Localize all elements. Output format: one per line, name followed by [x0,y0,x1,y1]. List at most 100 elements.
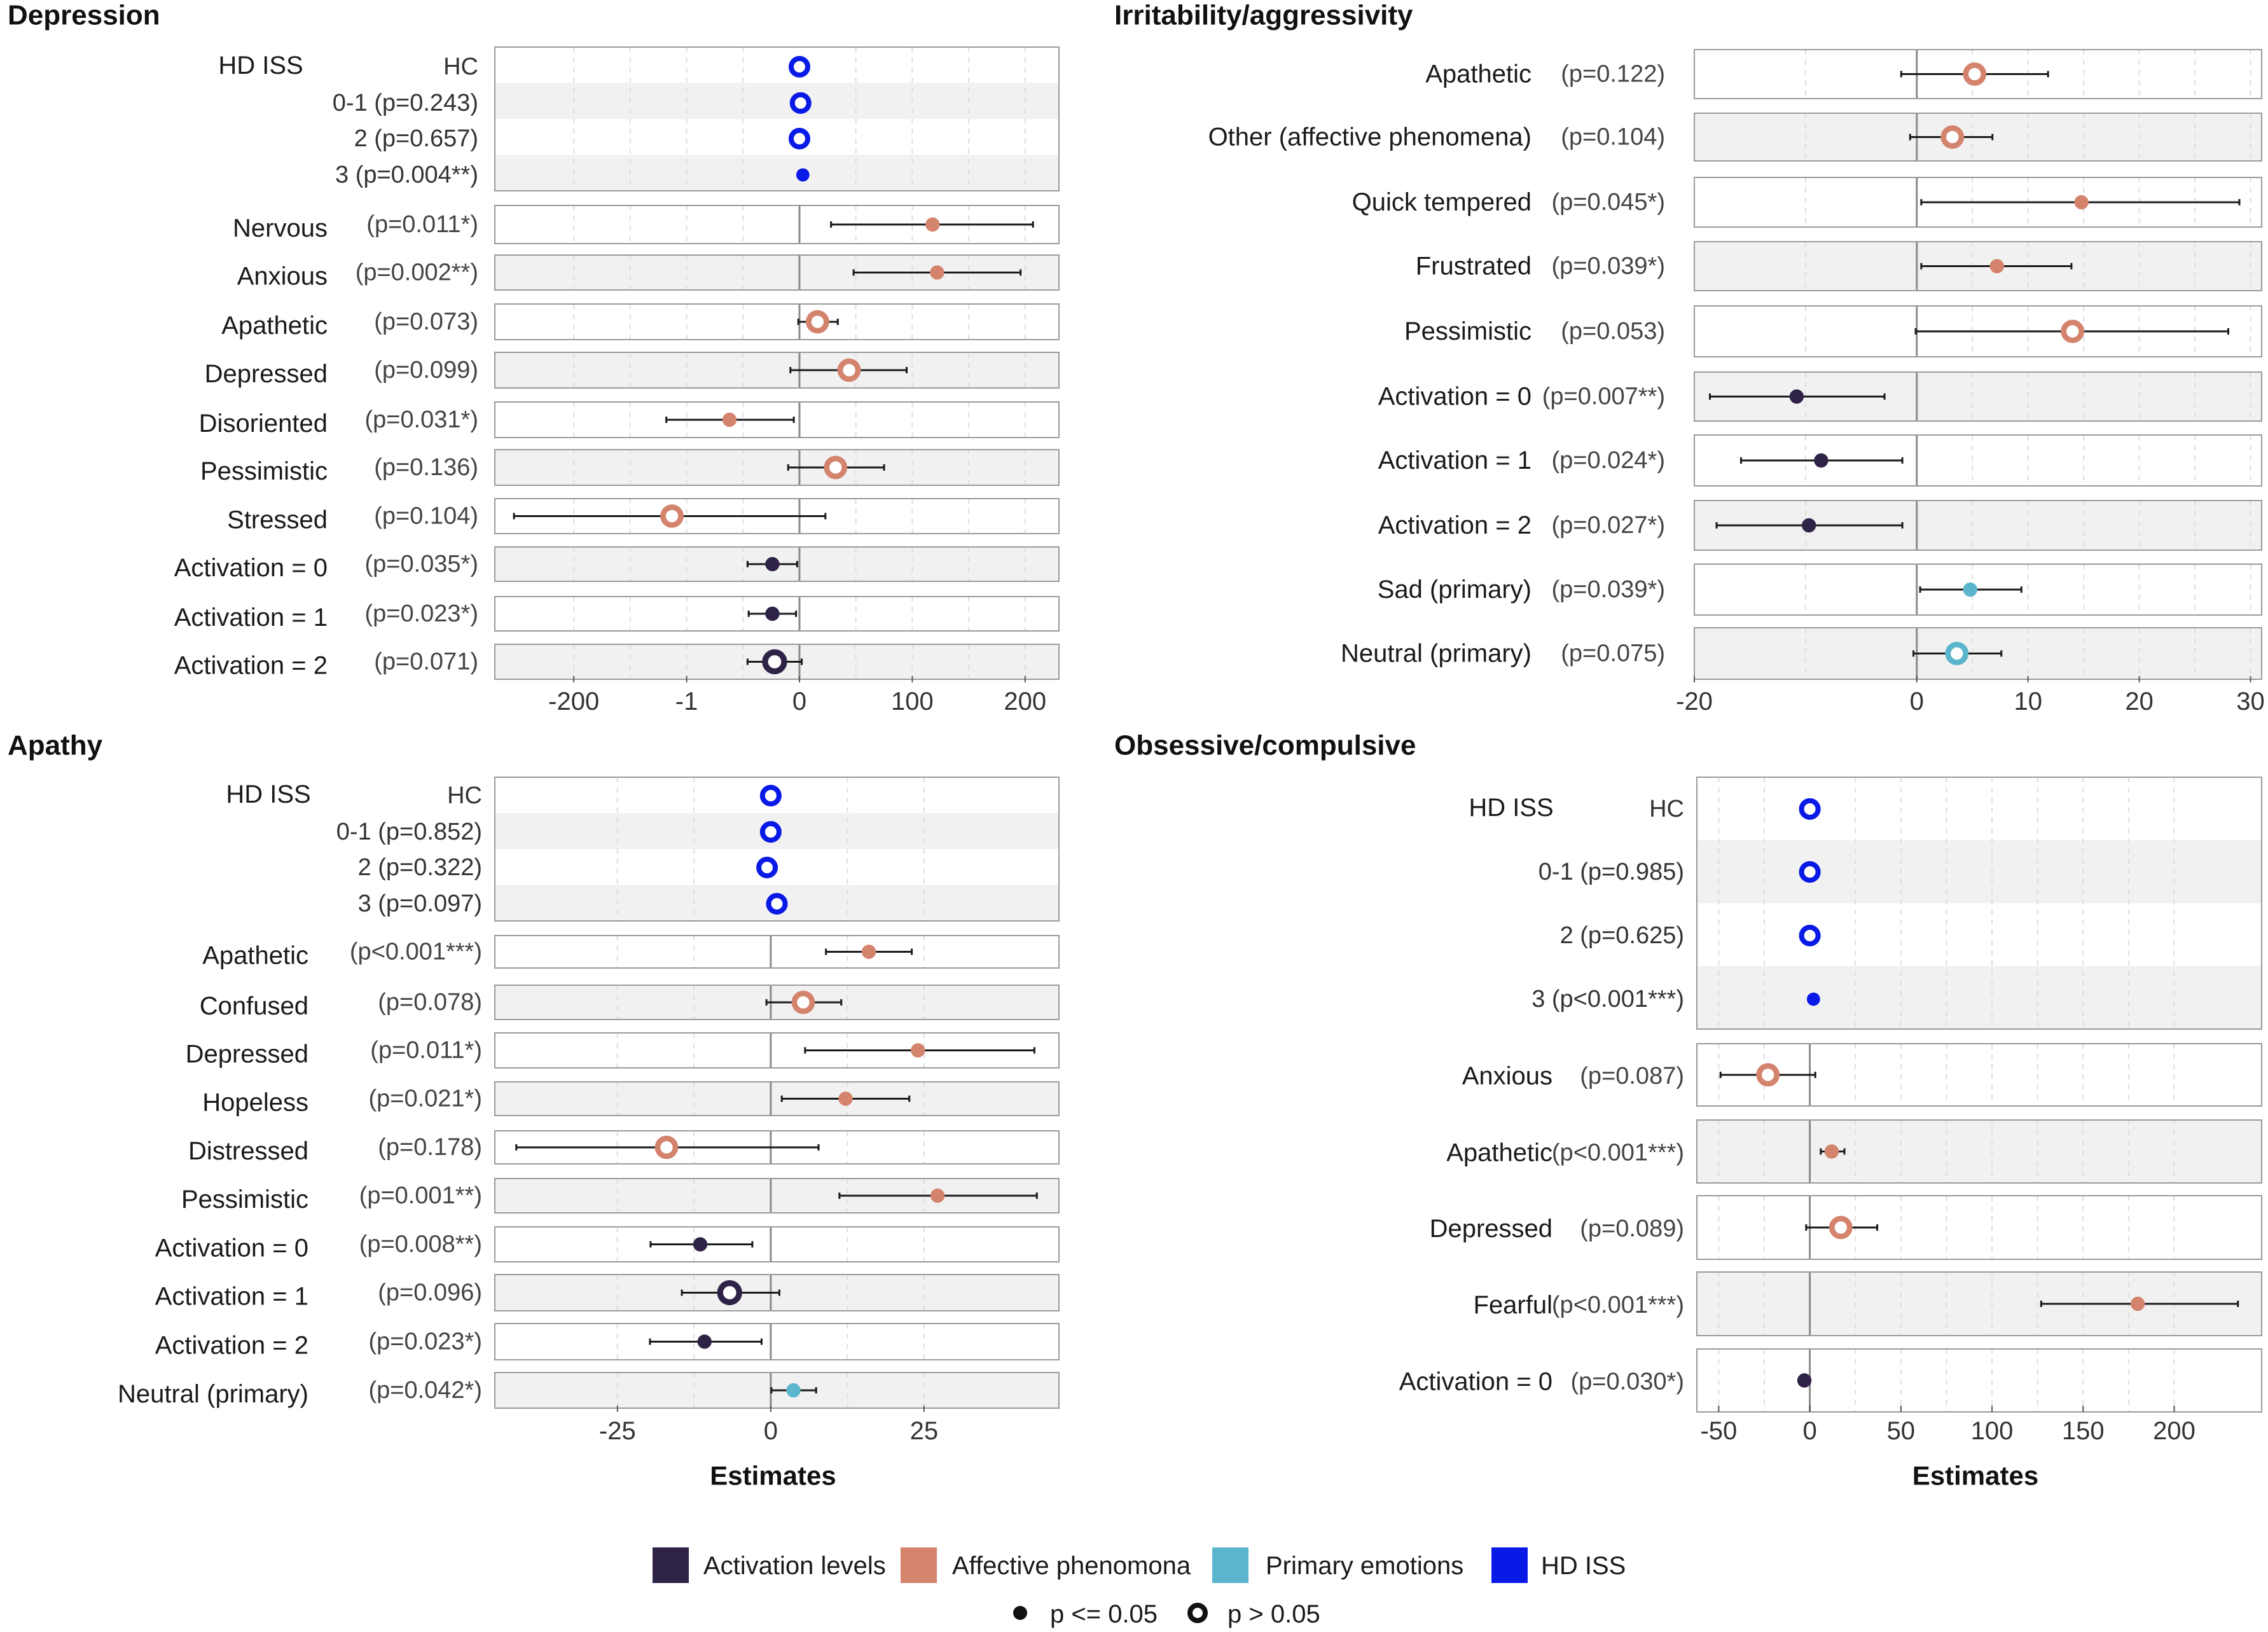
estimate-point [1989,259,2004,273]
row-label: Apathetic [1446,1139,1552,1167]
hd-stripe [495,83,1059,119]
row-pvalue: (p=0.039*) [1551,253,1665,280]
estimate-point [791,990,815,1014]
x-tick-label: 50 [1887,1417,1916,1445]
estimate-point [1756,1063,1780,1087]
hd-row-label: 3 (p=0.097) [358,890,482,917]
estimate-point [925,217,940,232]
estimate-point [1963,582,1977,597]
x-tick-label: 100 [891,688,934,716]
row-box-border [494,303,1060,340]
hd-stripe [495,155,1059,191]
panel-obsessive-compulsive: Obsessive/compulsive HD ISS HC 0-1 (p=0.985… [1114,730,2262,1491]
x-tick-label: 100 [1971,1417,2014,1445]
hd-row-label: 3 (p=0.004**) [335,162,478,188]
row-box-border [494,1081,1060,1116]
row-box-border [1696,1195,2262,1260]
x-tick-label: 0 [764,1417,778,1445]
row-label: Anxious [237,263,328,291]
estimate-point [654,1135,679,1159]
row-box-border [1694,371,2262,422]
row-pvalue: (p=0.053) [1561,318,1665,345]
row-pvalue: (p=0.042*) [368,1377,482,1404]
estimate-point [693,1237,708,1252]
hd-group-label: HD ISS [218,52,303,80]
estimate-point [765,557,780,572]
row-box-fill [495,1227,1059,1262]
estimate-point [766,892,788,915]
row-label: Confused [200,992,308,1020]
row-pvalue: (p=0.096) [378,1280,482,1306]
estimate-point [1789,389,1804,404]
row-pvalue: (p=0.030*) [1570,1369,1684,1395]
estimate-point [911,1043,925,1058]
row-box-border [494,985,1060,1020]
row-label: Disoriented [199,410,328,438]
row-pvalue: (p=0.075) [1561,640,1665,667]
estimate-point [789,92,812,114]
estimate-point [759,820,782,843]
x-tick-label: 30 [2236,688,2265,716]
estimate-point [1824,1144,1839,1159]
row-box-border [494,352,1060,389]
row-label: Activation = 0 [1399,1368,1552,1396]
row-box-border [494,1226,1060,1262]
x-tick-label: 0 [1910,688,1924,716]
legend-label: Activation levels [703,1552,886,1580]
row-label: Apathetic [221,312,328,340]
row-pvalue: (p=0.023*) [364,600,478,627]
row-label: Activation = 0 [1378,383,1532,411]
row-pvalue: (p=0.178) [378,1134,482,1161]
row-label: Apathetic [202,942,308,970]
row-box-border [494,401,1060,438]
row-pvalue: (p=0.073) [374,308,478,335]
row-label: Other (affective phenomena) [1208,123,1532,151]
row-label: Depressed [186,1041,308,1068]
estimate-point [1801,518,1816,533]
row-label: Pessimistic [181,1186,308,1214]
row-box-border [494,1130,1060,1165]
panel-title: Obsessive/compulsive [1114,730,1416,761]
row-box-border [494,644,1060,680]
row-box-fill [495,450,1059,485]
row-label: Activation = 1 [155,1283,308,1311]
row-box-fill [495,936,1059,968]
hd-row-label: HC [447,782,482,809]
row-pvalue: (p=0.071) [374,649,478,675]
panel-apathy: Apathy HD ISS HC 0-1 (p=0.852) 2 (p=0.322) 3 … [8,730,1060,1491]
row-pvalue: (p<0.001***) [1552,1292,1684,1318]
row-box-fill [495,352,1059,388]
legend-swatch-activation [653,1547,689,1583]
row-pvalue: (p=0.136) [374,454,478,481]
hd-row-label: HC [1649,796,1684,822]
row-box-border [1696,1271,2262,1336]
estimate-point [762,649,787,675]
row-box-border [494,205,1060,244]
row-label: Activation = 0 [174,554,328,582]
legend-label: Affective phenomona [952,1552,1191,1580]
row-box-fill [1697,1120,2262,1183]
row-label: Sad (primary) [1378,576,1532,604]
hd-row-label: 2 (p=0.625) [1560,922,1684,949]
row-box-border [1694,627,2262,680]
x-tick-label: 0 [792,688,806,716]
row-label: Quick tempered [1352,188,1532,216]
hd-row-label: 2 (p=0.322) [358,854,482,881]
row-label: Anxious [1462,1062,1552,1090]
row-box-border [494,1372,1060,1409]
hd-stripe [1697,840,2262,903]
row-pvalue: (p=0.008**) [359,1231,482,1258]
row-box-border [494,1323,1060,1360]
estimate-point [930,1188,945,1203]
estimate-point [786,1383,801,1398]
row-pvalue: (p<0.001***) [350,939,482,965]
row-box-fill [495,1324,1059,1360]
legend-sig-label: p <= 0.05 [1050,1600,1158,1628]
legend-swatch-hdiss [1491,1547,1528,1583]
row-box-border [494,254,1060,291]
x-tick-label: 20 [2125,688,2154,716]
row-label: Distressed [188,1137,308,1165]
estimate-point [788,127,811,150]
row-box-border [1694,564,2262,616]
